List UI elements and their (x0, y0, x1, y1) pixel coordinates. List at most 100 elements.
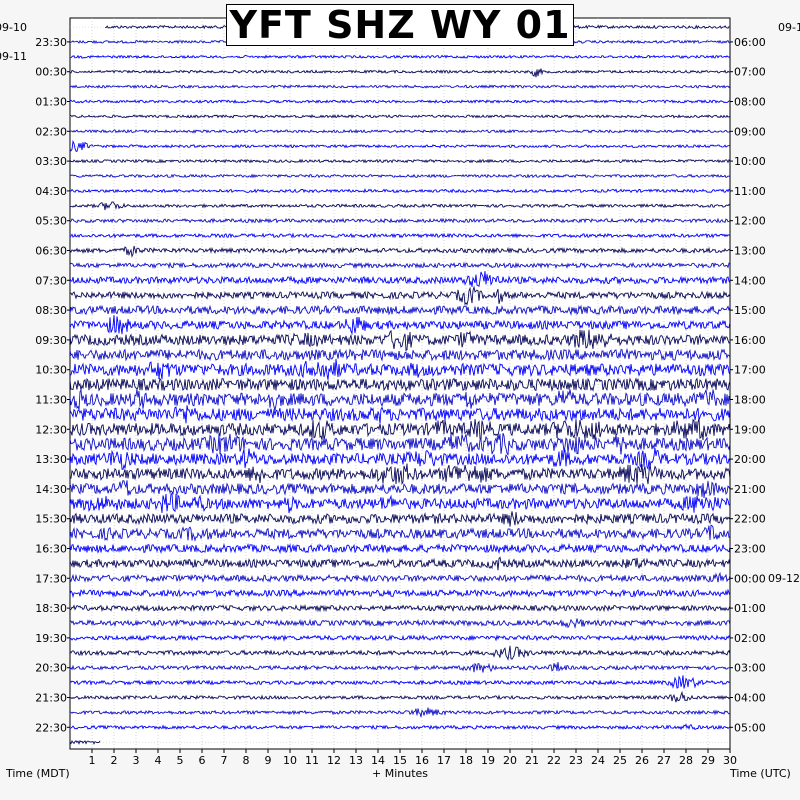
left-time-label: 19:30 (35, 632, 67, 645)
seismic-trace (69, 492, 731, 514)
left-time-label: 18:30 (35, 602, 67, 615)
right-time-label: 16:00 (734, 334, 766, 347)
seismic-trace (69, 54, 731, 60)
right-time-label: 21:00 (734, 483, 766, 496)
left-time-label: 10:30 (35, 364, 67, 377)
right-time-label: 14:00 (734, 274, 766, 287)
x-tick-label: 29 (701, 754, 715, 767)
left-time-label: 21:30 (35, 692, 67, 705)
seismic-trace (69, 158, 731, 164)
seismic-trace (69, 618, 731, 629)
seismic-trace (69, 723, 731, 731)
x-tick-label: 6 (199, 754, 206, 767)
seismic-trace (69, 271, 731, 287)
right-time-label: 20:00 (734, 453, 766, 466)
x-tick-label: 7 (221, 754, 228, 767)
left-time-label: 16:30 (35, 543, 67, 556)
seismic-trace (69, 463, 731, 486)
seismic-trace (69, 232, 731, 239)
seismic-trace (69, 261, 731, 270)
x-tick-label: 30 (723, 754, 737, 767)
seismic-trace (69, 634, 731, 642)
left-time-label: 05:30 (35, 215, 67, 228)
left-time-label: 02:30 (35, 125, 67, 138)
x-tick-label: 3 (133, 754, 140, 767)
right-time-label: 03:00 (734, 662, 766, 675)
right-time-label: 06:00 (734, 36, 766, 49)
date-label-left-top: 09-10 (0, 21, 27, 34)
date-label-right-top: 09-1 (778, 21, 800, 34)
right-time-label: 08:00 (734, 96, 766, 109)
seismic-trace (69, 690, 731, 703)
chart-title-box: YFT SHZ WY 01 (226, 4, 574, 46)
date-label-left-second: 09-11 (0, 50, 27, 63)
left-axis-label: Time (MDT) (5, 767, 70, 780)
right-time-label: 19:00 (734, 423, 766, 436)
seismic-trace (70, 201, 731, 211)
right-time-label: 17:00 (734, 364, 766, 377)
left-time-label: 17:30 (35, 572, 67, 585)
right-time-label: 09:00 (734, 125, 766, 138)
right-time-label: 15:00 (734, 304, 766, 317)
right-time-label: 11:00 (734, 185, 766, 198)
seismic-trace (69, 739, 101, 745)
right-time-label: 12:00 (734, 215, 766, 228)
left-time-label: 08:30 (35, 304, 67, 317)
seismic-trace (69, 329, 731, 352)
seismic-trace (69, 285, 731, 306)
left-time-label: 01:30 (35, 96, 67, 109)
x-tick-label: 25 (613, 754, 627, 767)
seismic-trace (69, 556, 731, 571)
left-time-label: 07:30 (35, 274, 67, 287)
x-tick-label: 14 (371, 754, 385, 767)
seismic-trace (69, 603, 731, 613)
right-axis-label: Time (UTC) (729, 767, 791, 780)
x-tick-label: 13 (349, 754, 363, 767)
right-time-label: 18:00 (734, 394, 766, 407)
x-tick-label: 18 (459, 754, 473, 767)
seismic-trace (69, 358, 731, 380)
seismic-trace (69, 675, 731, 689)
right-time-label: 23:00 (734, 543, 766, 556)
seismic-trace (69, 588, 731, 599)
left-time-label: 09:30 (35, 334, 67, 347)
left-time-label: 14:30 (35, 483, 67, 496)
left-time-label: 00:30 (35, 66, 67, 79)
x-tick-label: 15 (393, 754, 407, 767)
trace-group (69, 21, 731, 745)
right-time-label: 04:00 (734, 692, 766, 705)
x-tick-label: 21 (525, 754, 539, 767)
seismic-trace (69, 524, 731, 542)
left-time-label: 23:30 (35, 36, 67, 49)
x-tick-label: 16 (415, 754, 429, 767)
seismic-trace (69, 245, 731, 258)
chart-title: YFT SHZ WY 01 (229, 3, 571, 47)
seismic-trace (69, 217, 731, 224)
seismic-trace (69, 542, 731, 555)
left-time-label: 11:30 (35, 394, 67, 407)
left-time-label: 04:30 (35, 185, 67, 198)
right-time-label: 02:00 (734, 632, 766, 645)
seismic-trace (69, 173, 731, 179)
left-time-labels: 23:30 00:30 01:30 02:30 03:30 04:30 05:30 06:30… (35, 36, 70, 734)
left-time-label: 13:30 (35, 453, 67, 466)
date-label-right-midnight: 09-12 (768, 572, 800, 585)
seismic-trace (69, 139, 731, 152)
x-tick-label: 26 (635, 754, 649, 767)
x-tick-label: 9 (265, 754, 272, 767)
seismic-trace (69, 479, 731, 499)
right-time-label: 07:00 (734, 66, 766, 79)
right-time-labels: 06:00 07:00 08:00 09:00 10:00 11:00 12:00 13:00… (730, 36, 766, 734)
seismic-trace (69, 68, 731, 78)
seismic-trace (69, 315, 731, 336)
x-tick-label: 4 (155, 754, 162, 767)
x-tick-label: 27 (657, 754, 671, 767)
left-time-label: 03:30 (35, 155, 67, 168)
seismic-trace (69, 433, 731, 456)
x-tick-label: 23 (569, 754, 583, 767)
x-axis-label: + Minutes (372, 767, 428, 780)
x-tick-label: 24 (591, 754, 605, 767)
x-tick-label: 28 (679, 754, 693, 767)
seismic-trace (69, 188, 731, 194)
x-tick-label: 1 (89, 754, 96, 767)
